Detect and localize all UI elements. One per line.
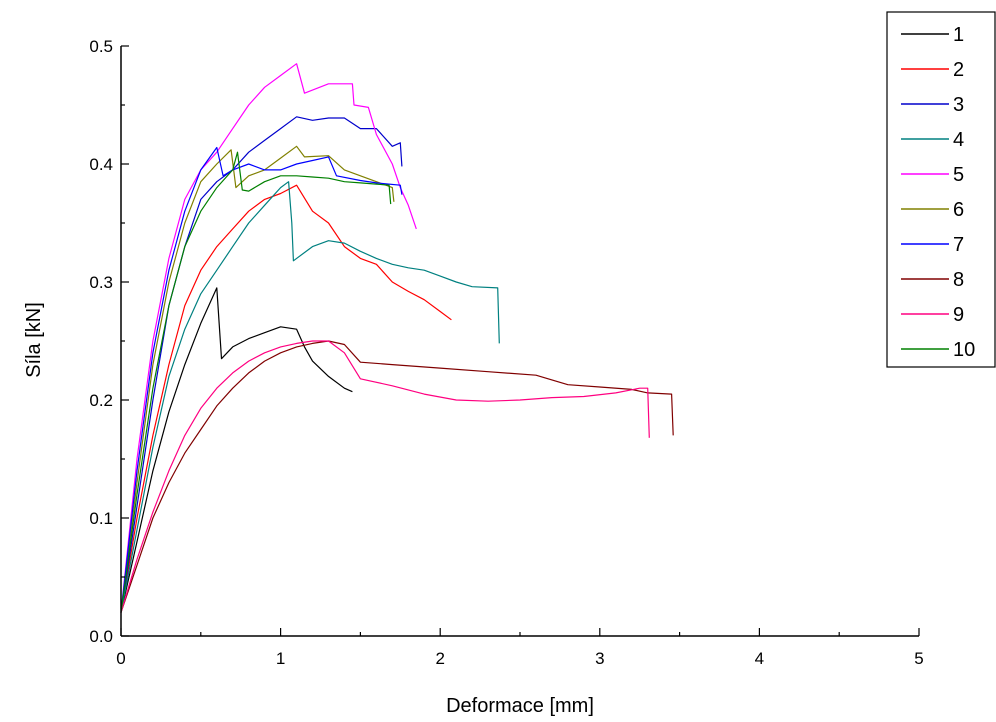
legend-label-8: 8: [953, 269, 964, 291]
y-axis-title: Síla [kN]: [23, 302, 45, 378]
x-tick-label: 3: [595, 649, 604, 668]
y-tick-label: 0.1: [89, 509, 113, 528]
y-tick-label: 0.2: [89, 391, 113, 410]
series-line-10: [120, 151, 392, 613]
x-axis-title: Deformace [mm]: [446, 695, 594, 717]
legend: 1 2 3 4 5 6 7 8 9 10: [886, 11, 996, 368]
legend-label-9: 9: [953, 304, 964, 326]
y-tick-label: 0.3: [89, 273, 113, 292]
legend-label-4: 4: [953, 129, 964, 151]
x-tick-label: 4: [755, 649, 764, 668]
legend-label-6: 6: [953, 199, 964, 221]
axes: [120, 46, 919, 637]
legend-box: [886, 11, 996, 368]
x-tick-label: 5: [914, 649, 923, 668]
series-line-4: [120, 181, 500, 613]
legend-label-3: 3: [953, 94, 964, 116]
ticks: 0 1 2 3 4 5 0.0 0.1 0.2 0.3 0.4 0.5: [89, 37, 923, 668]
x-tick-label: 2: [435, 649, 444, 668]
y-tick-label: 0.4: [89, 155, 113, 174]
series-line-8: [120, 340, 674, 613]
legend-label-7: 7: [953, 234, 964, 256]
legend-label-10: 10: [953, 339, 975, 361]
series-line-6: [120, 145, 395, 613]
series-line-9: [120, 340, 650, 613]
series-line-3: [120, 116, 403, 613]
y-tick-label: 0.0: [89, 627, 113, 646]
legend-label-2: 2: [953, 59, 964, 81]
y-tick-label: 0.5: [89, 37, 113, 56]
series-line-1: [120, 287, 353, 613]
legend-label-1: 1: [953, 24, 964, 46]
series-line-2: [120, 184, 452, 613]
x-tick-label: 1: [276, 649, 285, 668]
series-line-5: [120, 63, 417, 613]
series-line-7: [120, 146, 403, 613]
x-tick-label: 0: [116, 649, 125, 668]
plot-lines: [120, 63, 674, 613]
legend-label-5: 5: [953, 164, 964, 186]
